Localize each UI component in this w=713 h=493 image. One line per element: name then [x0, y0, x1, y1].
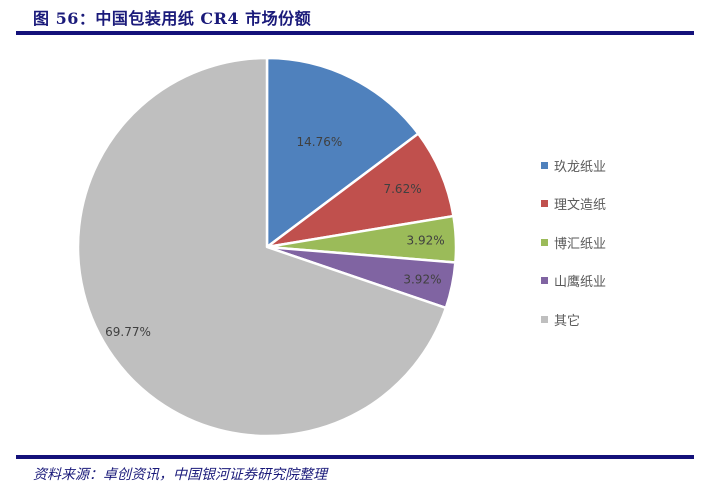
legend-item-liwen: 理文造纸 [541, 185, 606, 224]
pie-data-label: 14.76% [297, 135, 343, 149]
legend-item-bohui: 博汇纸业 [541, 223, 606, 262]
source-note: 资料来源：卓创资讯，中国银河证券研究院整理 [33, 467, 327, 483]
title-divider [16, 31, 694, 35]
pie-slice-4 [76, 56, 448, 438]
legend-label: 其它 [554, 313, 581, 329]
pie-data-label: 3.92% [403, 272, 441, 286]
legend-swatch-icon [541, 238, 548, 246]
legend-label: 理文造纸 [554, 198, 607, 214]
legend-label: 玖龙纸业 [554, 159, 607, 175]
pie-data-label: 7.62% [383, 182, 421, 196]
legend-swatch-icon [541, 315, 548, 323]
footer-divider [16, 455, 694, 459]
legend-label: 博汇纸业 [554, 236, 607, 252]
legend-swatch-icon [541, 161, 548, 169]
pie-data-label: 3.92% [407, 233, 445, 247]
legend-item-other: 其它 [541, 300, 606, 339]
chart-legend: 玖龙纸业 理文造纸 博汇纸业 山鹰纸业 其它 [541, 146, 606, 339]
legend-item-jiulong: 玖龙纸业 [541, 146, 606, 185]
legend-swatch-icon [541, 200, 548, 208]
legend-item-shanying: 山鹰纸业 [541, 262, 606, 301]
figure-title: 图 56：中国包装用纸 CR4 市场份额 [33, 9, 312, 28]
pie-data-label: 69.77% [105, 325, 151, 339]
pie-slice-0 [265, 56, 420, 249]
pie-data-labels: 14.76% 7.62% 3.92% 3.92% 69.77% [105, 135, 445, 339]
legend-swatch-icon [541, 277, 548, 285]
legend-label: 山鹰纸业 [554, 275, 607, 291]
pie-slices [76, 56, 458, 438]
